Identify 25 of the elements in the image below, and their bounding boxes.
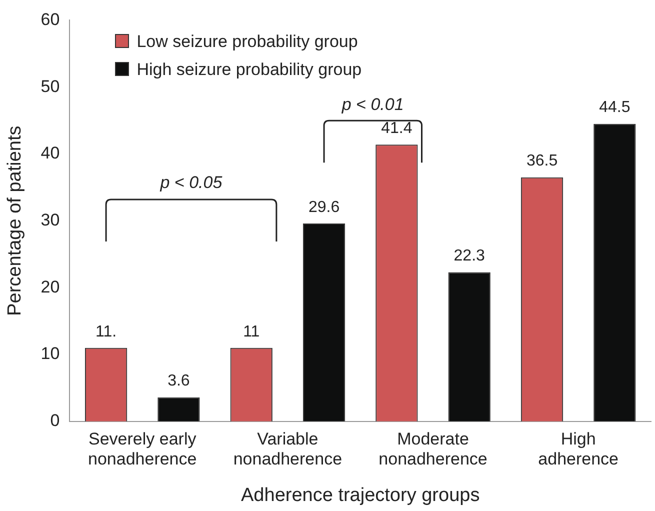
data-label: 3.6 xyxy=(168,372,190,390)
annotation: p < 0.01 xyxy=(342,94,404,115)
data-label: 44.5 xyxy=(599,99,630,116)
x-tick-label: Moderate nonadherence xyxy=(378,429,488,469)
data-label: 11 xyxy=(243,323,260,340)
data-label: 22.3 xyxy=(454,248,486,265)
data-label: 41.4 xyxy=(381,120,412,137)
x-tick-label: Variable nonadherence xyxy=(233,429,342,469)
legend-label: Low seizure probability group xyxy=(136,32,358,52)
x-axis-title: Adherence trajectory groups xyxy=(241,484,480,506)
y-tick-label: 60 xyxy=(40,10,60,29)
y-tick-label: 30 xyxy=(40,210,60,230)
data-label: 29.6 xyxy=(308,198,340,216)
annotation: p < 0.05 xyxy=(160,173,222,194)
y-tick-label: 50 xyxy=(40,76,60,96)
data-label: 36.5 xyxy=(526,152,558,170)
y-tick-label: 10 xyxy=(40,344,60,364)
data-label: 11. xyxy=(96,323,117,340)
legend-label: High seizure probability group xyxy=(136,60,362,80)
x-tick-label: High adherence xyxy=(538,429,619,469)
x-tick-label: Severely early nonadherence xyxy=(88,429,197,469)
y-tick-label: 20 xyxy=(40,277,60,296)
y-tick-label: 40 xyxy=(40,144,60,163)
y-axis-title: Percentage of patients xyxy=(4,126,26,316)
y-tick-label: 0 xyxy=(50,411,60,430)
